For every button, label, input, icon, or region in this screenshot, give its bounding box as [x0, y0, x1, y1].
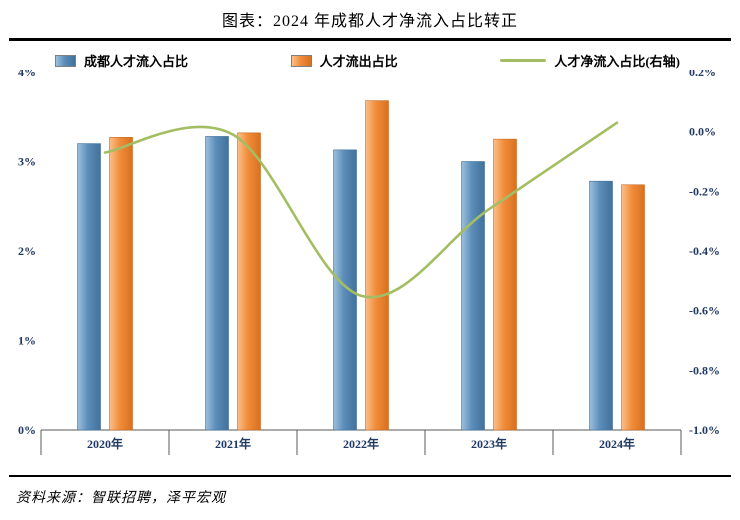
bar-inflow-2023年: [461, 161, 485, 431]
bar-outflow-2022年: [365, 100, 389, 431]
bar-outflow-2020年: [109, 137, 133, 431]
chart-title: 图表：2024 年成都人才净流入占比转正: [221, 13, 518, 30]
x-axis-category-label: 2022年: [343, 436, 379, 451]
x-axis-category-label: 2023年: [471, 436, 507, 451]
outflow-bar-swatch-icon: [290, 54, 312, 67]
bar-inflow-2022年: [333, 149, 357, 431]
left-axis-tick: 2%: [18, 244, 36, 258]
right-axis-tick: -0.8%: [689, 363, 720, 377]
x-axis-category-label: 2021年: [215, 436, 251, 451]
title-divider: [9, 38, 731, 41]
source-text: 资料来源：智联招聘，泽平宏观: [16, 491, 226, 506]
legend-label-outflow: 人才流出占比: [319, 54, 398, 69]
left-axis-tick: 4%: [18, 70, 36, 79]
legend-label-net-inflow: 人才净流入占比(右轴): [554, 54, 680, 69]
source-divider: [9, 475, 731, 477]
legend: 成都人才流入占比 人才流出占比 人才净流入占比(右轴): [55, 51, 680, 70]
bar-outflow-2024年: [621, 184, 645, 431]
x-axis-category-label: 2020年: [87, 436, 123, 451]
chart-canvas: 4% 3% 2% 1% 0% 0.2% 0.0% -0.2% -0.4% -0.6% -0.8% -1…: [18, 70, 720, 455]
right-axis-tick: -0.6%: [689, 304, 720, 318]
bar-outflow-2023年: [493, 138, 517, 431]
right-axis-tick: 0.2%: [689, 70, 716, 79]
legend-item-inflow: 成都人才流入占比: [55, 51, 188, 70]
legend-label-inflow: 成都人才流入占比: [84, 54, 189, 69]
bar-outflow-2021年: [237, 132, 261, 431]
right-axis-tick: 0.0%: [689, 125, 716, 139]
right-axis-tick: -0.2%: [689, 184, 720, 198]
bar-inflow-2020年: [77, 143, 101, 431]
right-axis-tick: -1.0%: [689, 423, 720, 437]
legend-item-net-inflow: 人才净流入占比(右轴): [500, 51, 680, 70]
left-axis-tick: 3%: [18, 155, 36, 169]
left-axis-tick: 0%: [18, 423, 36, 437]
bar-inflow-2021年: [205, 136, 229, 431]
left-axis-tick: 1%: [18, 334, 36, 348]
inflow-bar-swatch-icon: [55, 54, 76, 67]
net-inflow-line-swatch-icon: [500, 59, 547, 62]
right-axis-tick: -0.4%: [689, 244, 720, 258]
bar-inflow-2024年: [589, 180, 613, 431]
x-axis-category-label: 2024年: [599, 436, 635, 451]
net-inflow-line: [103, 121, 619, 299]
legend-item-outflow: 人才流出占比: [290, 51, 398, 70]
